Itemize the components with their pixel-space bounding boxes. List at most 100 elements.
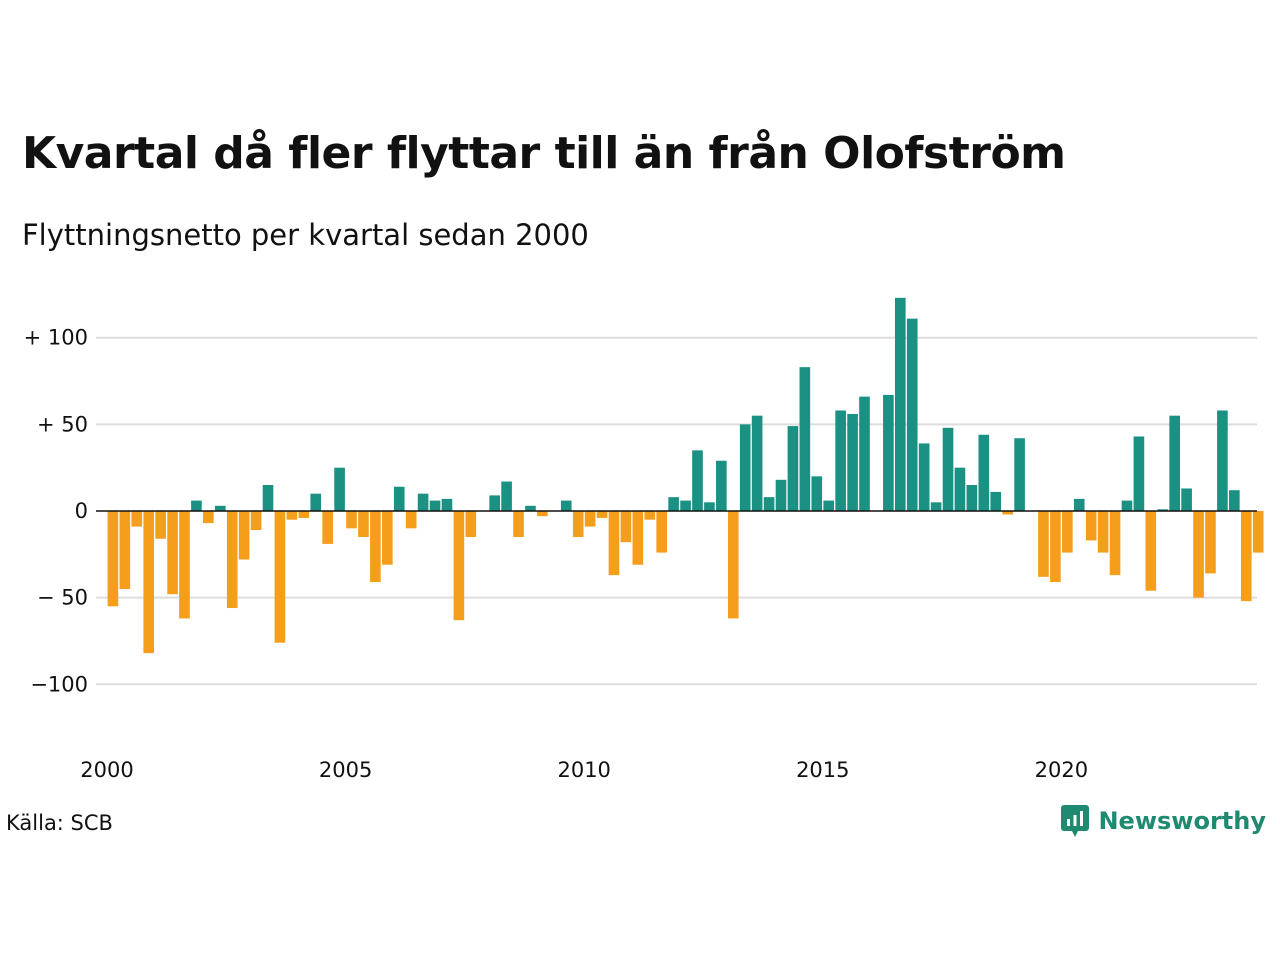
bar xyxy=(560,500,572,511)
bar xyxy=(859,396,870,511)
bar xyxy=(847,413,858,511)
bar xyxy=(155,511,166,539)
bar xyxy=(596,511,608,518)
bar xyxy=(906,318,918,511)
bar xyxy=(918,443,930,511)
bar xyxy=(393,486,405,511)
bar xyxy=(405,511,417,529)
bar xyxy=(942,427,954,511)
y-tick-label: −100 xyxy=(30,672,88,696)
bar xyxy=(978,434,990,511)
bar xyxy=(214,505,226,511)
bar xyxy=(990,491,1002,511)
x-tick-label: 2005 xyxy=(319,758,372,782)
bar xyxy=(620,511,632,543)
bar xyxy=(1038,511,1049,577)
bar xyxy=(1109,511,1121,576)
bar xyxy=(787,426,799,511)
bar xyxy=(799,367,811,511)
bar xyxy=(1252,511,1264,553)
bar xyxy=(429,500,441,511)
bar xyxy=(513,511,524,537)
bar xyxy=(930,502,942,511)
x-tick-label: 2000 xyxy=(80,758,133,782)
bar xyxy=(894,297,906,511)
bar xyxy=(1073,498,1085,511)
bar xyxy=(453,511,465,621)
bar xyxy=(191,500,202,511)
bar xyxy=(1085,511,1097,541)
bar xyxy=(286,511,298,520)
y-tick-label: + 50 xyxy=(37,412,88,436)
bar xyxy=(131,511,143,527)
bar xyxy=(525,505,536,511)
bar xyxy=(883,394,894,511)
bar xyxy=(465,511,477,537)
bar xyxy=(119,511,131,589)
bar xyxy=(775,479,787,511)
bar xyxy=(656,511,668,553)
bar xyxy=(298,511,310,518)
bar xyxy=(1217,410,1228,511)
y-tick-label: + 100 xyxy=(24,326,88,350)
bar xyxy=(1205,511,1216,574)
bar xyxy=(1133,436,1145,511)
bar xyxy=(584,511,596,527)
bar xyxy=(417,493,429,511)
bar xyxy=(179,511,190,619)
bar xyxy=(751,415,763,511)
bar xyxy=(1181,488,1192,511)
bar xyxy=(680,500,691,511)
bar xyxy=(727,511,739,619)
bar xyxy=(226,511,238,609)
y-tick-label: 0 xyxy=(75,499,88,523)
bar xyxy=(954,467,966,511)
bar xyxy=(489,495,500,511)
x-tick-label: 2020 xyxy=(1035,758,1088,782)
bar xyxy=(1229,490,1240,511)
bar xyxy=(358,511,369,537)
bar xyxy=(167,511,178,595)
bar xyxy=(823,500,835,511)
bar xyxy=(370,511,381,583)
bar xyxy=(1121,500,1133,511)
y-tick-label: − 50 xyxy=(37,586,88,610)
newsworthy-logo[interactable]: Newsworthy xyxy=(1060,804,1266,838)
bar xyxy=(143,511,155,654)
bar xyxy=(262,485,274,511)
bar xyxy=(1157,509,1169,511)
bar xyxy=(1097,511,1109,553)
chart-subtitle: Flyttningsnetto per kvartal sedan 2000 xyxy=(22,218,589,252)
bar xyxy=(704,502,715,511)
bar xyxy=(1193,511,1204,598)
bar xyxy=(107,511,119,607)
bar xyxy=(966,485,978,511)
bar xyxy=(537,511,548,517)
brand-name: Newsworthy xyxy=(1098,807,1266,835)
bar xyxy=(668,497,679,511)
bar xyxy=(763,497,775,511)
bar xyxy=(346,511,357,529)
source-note: Källa: SCB xyxy=(6,811,113,835)
bar xyxy=(835,410,846,511)
bar xyxy=(322,511,333,544)
bar xyxy=(1014,438,1025,511)
bar xyxy=(739,424,751,511)
bar xyxy=(274,511,286,643)
bar xyxy=(1240,511,1252,602)
bar xyxy=(250,511,262,531)
x-tick-label: 2015 xyxy=(796,758,849,782)
bar xyxy=(1002,511,1013,515)
bar xyxy=(381,511,393,565)
bar xyxy=(692,450,703,511)
bar xyxy=(441,498,453,511)
bar xyxy=(1169,415,1180,511)
bar xyxy=(310,493,322,511)
x-tick-label: 2010 xyxy=(557,758,610,782)
bar xyxy=(632,511,644,565)
bar xyxy=(1145,511,1157,591)
bar xyxy=(334,467,345,511)
bar xyxy=(572,511,584,537)
bar xyxy=(644,511,656,520)
